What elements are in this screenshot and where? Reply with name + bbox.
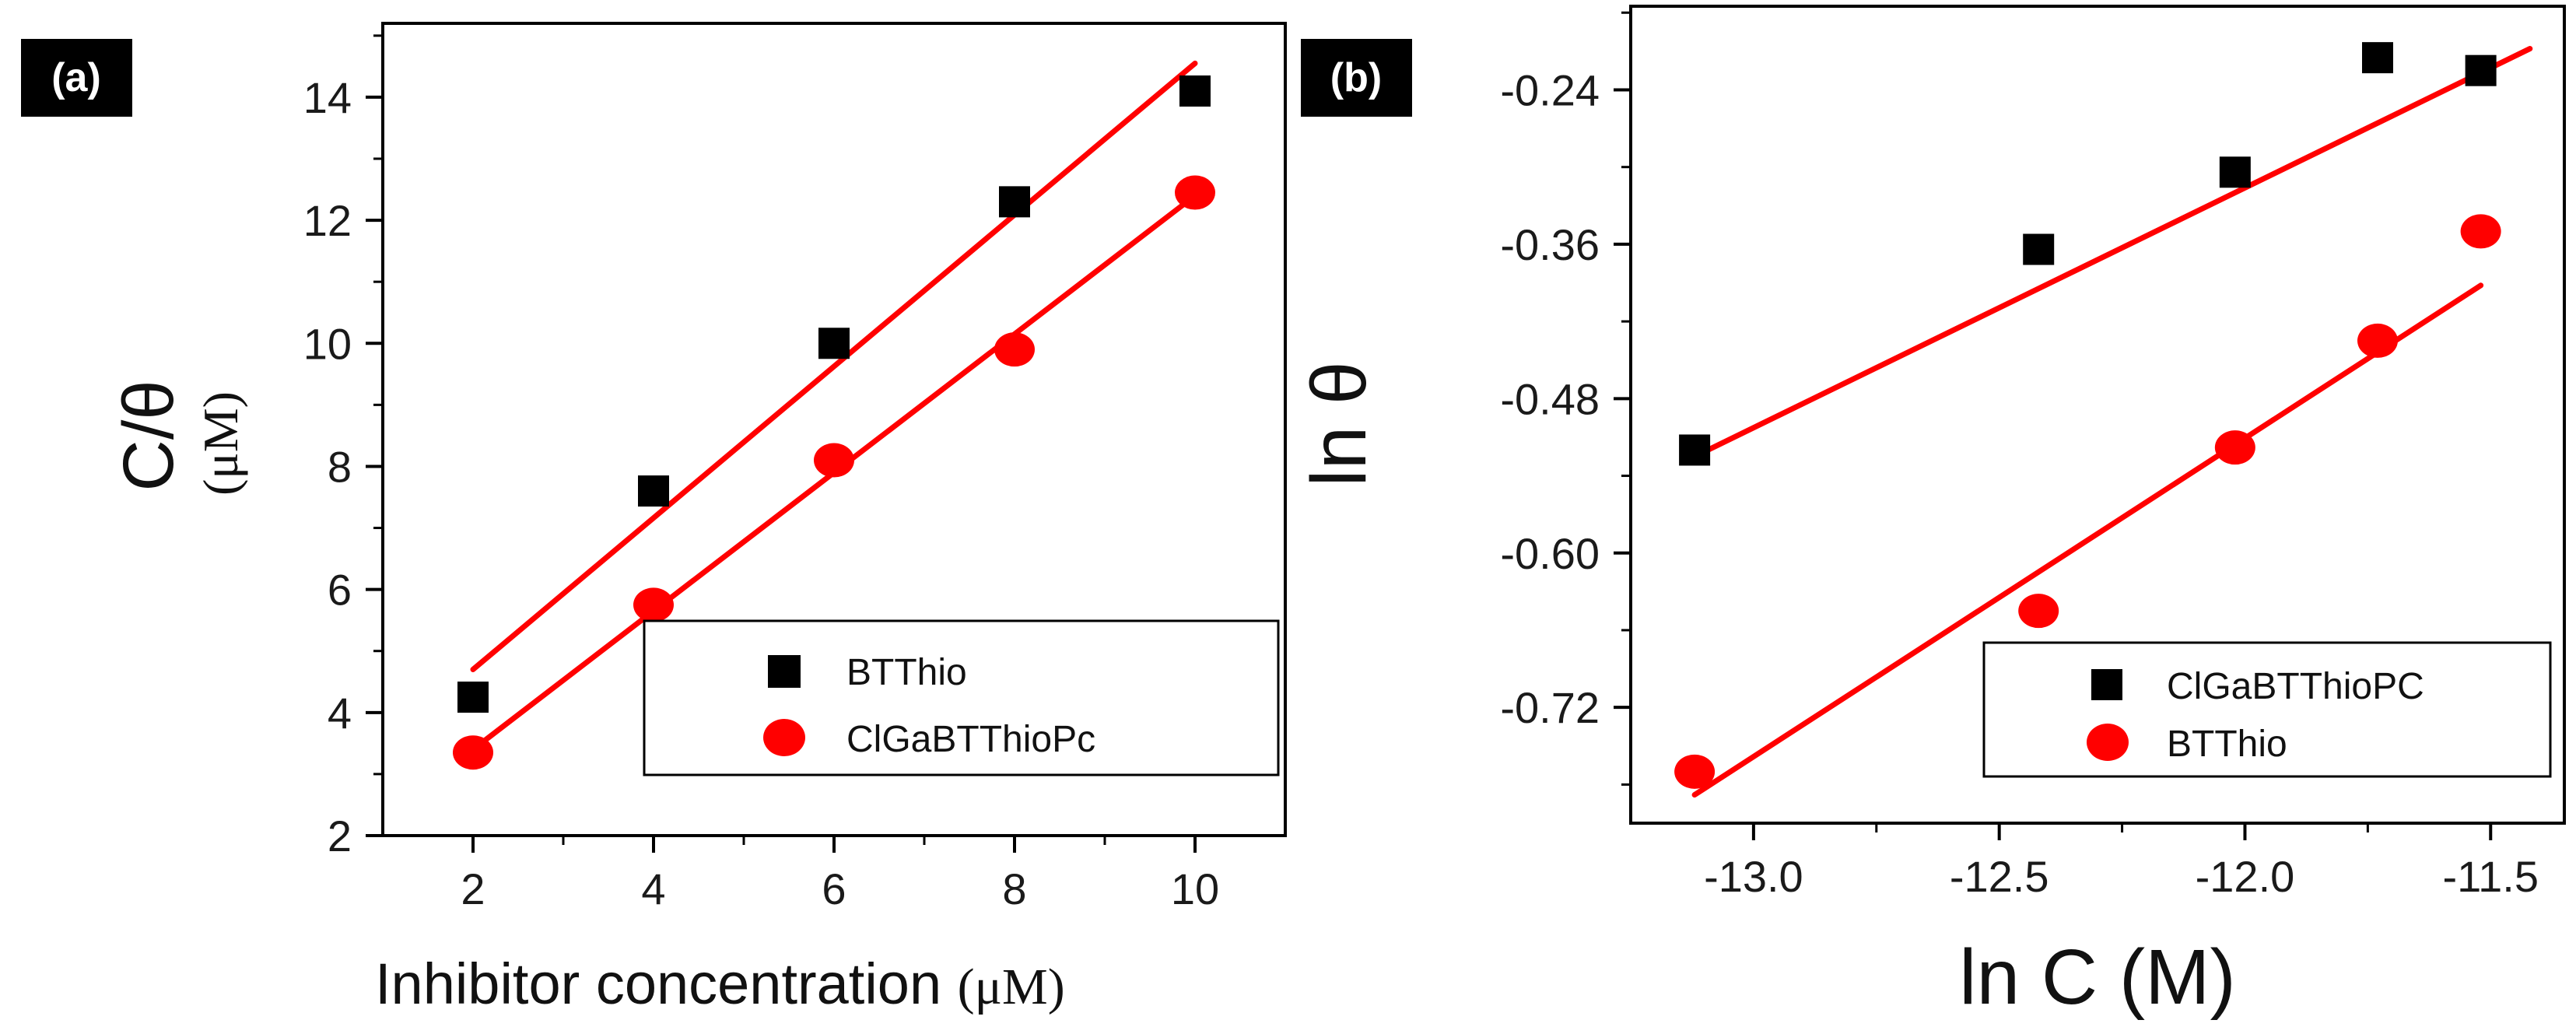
panel-a-point-s0-3 xyxy=(999,186,1030,218)
panel-b-ytick-label-1: -0.36 xyxy=(1500,220,1600,269)
panel-a-xtick-label-3: 8 xyxy=(1002,864,1026,913)
panel-b-ylabel: ln θ xyxy=(1295,361,1383,486)
panel-b-point-s0-0 xyxy=(1679,434,1711,466)
panel-b-point-s1-1 xyxy=(2018,594,2059,629)
panel-a-legend: BTThio ClGaBTThioPc xyxy=(643,619,1280,776)
panel-b-point-s1-3 xyxy=(2357,323,2398,358)
panel-b: (b) -13.0 -12.5 -12.0 -11.5-0.24-0.36-0.48-… xyxy=(1295,5,2566,1021)
panel-b-xlabel: ln C (M) xyxy=(1959,934,2236,1021)
panel-a-point-s0-1 xyxy=(638,475,669,507)
panel-a-point-s1-2 xyxy=(814,443,854,478)
panel-a-fit-line-0 xyxy=(470,60,1198,672)
panel-a-xlabel-unit: (μM) xyxy=(958,959,1065,1015)
panel-b-tag-bg xyxy=(1301,39,1412,117)
panel-a-xtick-label-0: 2 xyxy=(461,864,485,913)
panel-b-point-s0-4 xyxy=(2465,54,2497,86)
panel-b-xtick-label-0: -13.0 xyxy=(1704,852,1803,901)
panel-b-fit-lines xyxy=(1691,46,2533,798)
panel-b-tag: (b) xyxy=(1330,55,1382,100)
panel-b-point-s1-0 xyxy=(1674,754,1716,789)
panel-a-legend-label-0: BTThio xyxy=(846,652,967,693)
panel-a-xtick-label-2: 6 xyxy=(822,864,846,913)
panel-b-legend-marker-0 xyxy=(2091,669,2122,700)
panel-a-point-s1-0 xyxy=(453,735,493,770)
panel-b-fit-line-0 xyxy=(1691,46,2533,460)
panel-b-point-s0-2 xyxy=(2219,156,2251,188)
panel-b-plot-frame xyxy=(1629,5,2566,825)
panel-a-ytick-label-1: 4 xyxy=(328,689,352,738)
panel-b-ytick-label-4: -0.72 xyxy=(1500,683,1600,732)
panel-b-ytick-label-3: -0.60 xyxy=(1500,529,1600,578)
panel-b-legend-label-1: BTThio xyxy=(2167,724,2287,765)
panel-a-point-s1-4 xyxy=(1175,175,1215,210)
panel-b-axes: -13.0 -12.5 -12.0 -11.5 -0.24 -0.36 -0.48 -0.60… xyxy=(1500,11,2539,901)
panel-b-xtick-label-3: -11.5 xyxy=(2443,852,2539,901)
panel-a-ytick-label-2: 6 xyxy=(328,566,352,615)
panel-a-legend-label-1: ClGaBTThioPc xyxy=(846,719,1095,760)
panel-a-xtick-label-1: 4 xyxy=(641,864,665,913)
panel-a-ytick-label-0: 2 xyxy=(328,811,352,861)
panel-a-legend-marker-0 xyxy=(768,655,801,688)
panel-b-legend-label-0: ClGaBTThioPC xyxy=(2167,666,2424,707)
panel-a-xlabel: Inhibitor concentration xyxy=(375,952,958,1016)
panel-a-ytick-label-6: 14 xyxy=(303,73,352,122)
panel-a-ylabel-unit: (μM) xyxy=(193,391,248,496)
panel-b-legend-box xyxy=(1982,641,2552,778)
panel-b-points xyxy=(1674,42,2501,789)
panel-b-xtick-label-1: -12.5 xyxy=(1950,852,2049,901)
panel-b-point-s0-1 xyxy=(2023,233,2055,265)
panel-a-xlabel-group: Inhibitor concentration (μM) xyxy=(375,952,1065,1016)
panel-a-legend-marker-1 xyxy=(763,719,805,756)
panel-b-ytick-label-0: -0.24 xyxy=(1500,65,1600,114)
panel-a-point-s1-3 xyxy=(994,332,1035,367)
panel-a-tag: (a) xyxy=(51,55,101,100)
panel-a-ytick-label-4: 10 xyxy=(303,319,352,368)
panel-a-point-s0-0 xyxy=(457,682,489,713)
panel-a-points xyxy=(453,75,1215,770)
panel-b-legend: ClGaBTThioPC BTThio xyxy=(1982,641,2552,778)
panel-a-point-s0-4 xyxy=(1179,75,1211,107)
panel-b-legend-marker-1 xyxy=(2087,724,2129,761)
panel-a-ytick-label-5: 12 xyxy=(303,196,352,245)
panel-b-fit-line-1 xyxy=(1691,282,2484,798)
panel-a-axes: 2 4 6 8 10 2 4 6 8 10 12 14 xyxy=(303,34,1219,913)
panel-a-ytick-label-3: 8 xyxy=(328,442,352,491)
panel-b-point-s1-4 xyxy=(2460,214,2501,249)
panel-b-xtick-label-2: -12.0 xyxy=(2196,852,2295,901)
panel-a-point-s0-2 xyxy=(818,328,850,359)
panel-b-point-s0-3 xyxy=(2362,42,2393,74)
panel-a-xtick-label-4: 10 xyxy=(1171,864,1219,913)
panel-b-point-s1-2 xyxy=(2214,430,2255,465)
panel-a-point-s1-1 xyxy=(633,587,674,622)
panel-a-ylabel: C/θ xyxy=(109,380,188,491)
panel-b-ytick-label-2: -0.48 xyxy=(1500,374,1600,423)
panel-a: (a) 2 4 6 8 10 2 4 6 8 10 12 14 C/θ (μM) Inhibitor … xyxy=(21,22,1287,1016)
panel-a-tag-bg xyxy=(21,39,132,117)
panel-a-legend-box xyxy=(643,619,1280,776)
